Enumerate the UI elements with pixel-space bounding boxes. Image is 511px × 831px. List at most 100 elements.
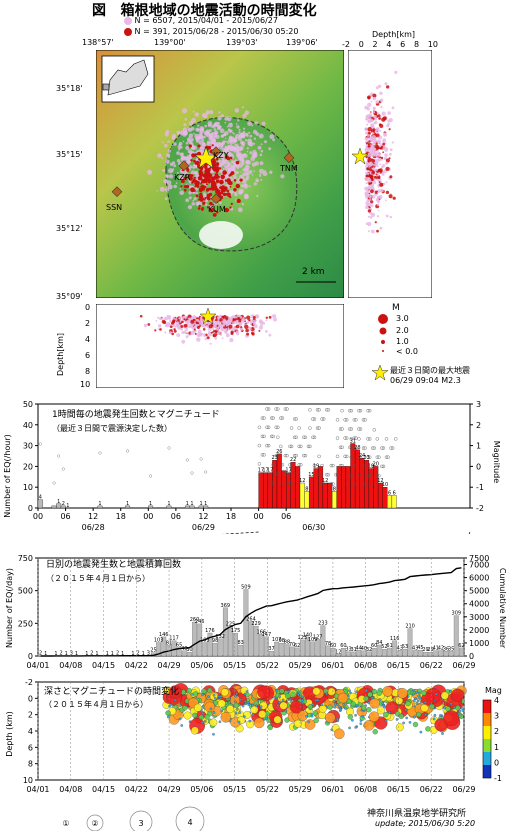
side-point xyxy=(376,196,380,199)
dt-point xyxy=(455,705,461,711)
hourly-bar xyxy=(391,495,397,509)
hourly-magnitude-point xyxy=(368,455,372,459)
hourly-magnitude-point xyxy=(271,481,275,485)
daily-bar-label: 84 xyxy=(376,640,382,646)
daily-bar xyxy=(351,651,357,657)
hourly-y2tick-label: 3 xyxy=(476,400,481,409)
hourly-magnitude-point xyxy=(280,462,285,467)
daily-bar xyxy=(171,640,177,657)
daily-ytick-label: 500 xyxy=(18,587,33,596)
map-point-period1 xyxy=(190,170,196,175)
bottom-point xyxy=(203,333,206,336)
hourly-xtick-label: 18 xyxy=(116,512,126,521)
daily-bar xyxy=(233,632,238,657)
hourly-magnitude-point xyxy=(326,408,330,412)
side-point xyxy=(375,146,380,150)
map-point-period1 xyxy=(207,121,213,126)
dt-point xyxy=(279,688,285,694)
lake-ashi xyxy=(199,221,243,249)
side-point xyxy=(377,174,380,177)
hourly-magnitude-point xyxy=(358,427,363,431)
hourly-magnitude-point xyxy=(302,453,306,458)
bottom-point xyxy=(172,316,176,320)
map-point-period1 xyxy=(180,155,186,161)
side-point xyxy=(368,145,371,148)
dt-point xyxy=(417,691,421,695)
dt-point xyxy=(433,713,437,717)
dt-colorbar-segment xyxy=(483,752,491,765)
daily-bar xyxy=(382,649,387,657)
bottom-points xyxy=(139,314,277,345)
daily-bar-label: 2 xyxy=(90,651,93,657)
daily-bar-label: 98 xyxy=(212,638,218,644)
side-point xyxy=(379,145,382,148)
side-point xyxy=(392,196,396,200)
map-point-period1 xyxy=(210,146,214,149)
hourly-chart: Number of EQ(/hour) Magnitude 1時間毎の地震発生回… xyxy=(3,400,501,534)
map-point-period1 xyxy=(253,170,256,172)
hourly-magnitude-point xyxy=(280,481,285,485)
map-point-period1 xyxy=(223,133,226,136)
daily-ylabel: Number of EQ(/day) xyxy=(5,568,14,648)
hourly-magnitude-point xyxy=(265,407,269,411)
dt-point xyxy=(417,694,421,698)
side-point xyxy=(373,115,377,119)
map-point-period1 xyxy=(241,106,244,109)
map-point-period1 xyxy=(193,197,197,201)
hourly-bar xyxy=(189,505,195,509)
dt-point xyxy=(424,713,427,716)
daily-bar-label: 41 xyxy=(433,646,439,652)
hourly-bar-label: 2 xyxy=(62,501,65,507)
side-point xyxy=(379,98,384,102)
side-point xyxy=(386,124,390,128)
map-point-period1 xyxy=(188,196,192,200)
hourly-magnitude-point xyxy=(352,446,356,450)
side-point xyxy=(381,164,386,168)
hourly-xtick-label: 12 xyxy=(88,512,98,521)
hourly-xtick-label: 12 xyxy=(198,512,208,521)
mag-scale-1: ① xyxy=(62,819,69,828)
bottom-point xyxy=(206,336,210,340)
side-point xyxy=(366,182,369,184)
dt-point xyxy=(449,702,453,706)
dt-point xyxy=(190,726,199,735)
hourly-magnitude-point xyxy=(371,446,375,450)
hourly-magnitude-point xyxy=(317,426,321,430)
map-point-period1 xyxy=(185,198,190,203)
daily-bar xyxy=(356,650,362,657)
map-point-period1 xyxy=(194,133,199,139)
daily-bar xyxy=(320,625,326,657)
dt-xtick-label: 06/22 xyxy=(420,785,443,794)
dt-point xyxy=(348,726,351,730)
hourly-magnitude-point xyxy=(308,408,312,412)
dt-point xyxy=(212,711,216,714)
side-point xyxy=(364,137,368,141)
map-point-period2 xyxy=(212,158,216,162)
daily-bar xyxy=(340,648,346,657)
bottom-point xyxy=(225,316,227,318)
map-point-period2 xyxy=(218,167,222,170)
dt-xtick-label: 04/08 xyxy=(59,785,82,794)
daily-bar-label: 65 xyxy=(176,643,182,649)
daily-bar xyxy=(412,650,418,657)
hourly-bar-label: 1 xyxy=(126,501,129,507)
hourly-magnitude-point xyxy=(381,446,386,450)
map-point-period2 xyxy=(214,209,217,212)
mag-legend-item: < 0.0 xyxy=(396,347,418,356)
dt-point xyxy=(253,717,265,729)
dt-point xyxy=(313,717,319,724)
map-point-period2 xyxy=(185,184,190,189)
bottom-point xyxy=(183,318,186,321)
hourly-bar-label: 12 xyxy=(322,478,328,484)
map-point-period1 xyxy=(220,146,223,150)
dt-point xyxy=(432,717,436,721)
hourly-magnitude-point xyxy=(294,417,298,421)
side-point xyxy=(382,116,387,121)
bottom-point xyxy=(217,318,220,321)
side-point xyxy=(369,215,373,219)
dt-point xyxy=(320,703,324,707)
dt-point xyxy=(180,724,184,727)
side-point xyxy=(367,127,372,132)
hourly-bar xyxy=(382,487,388,509)
daily-y2tick-label: 2000 xyxy=(469,626,489,635)
